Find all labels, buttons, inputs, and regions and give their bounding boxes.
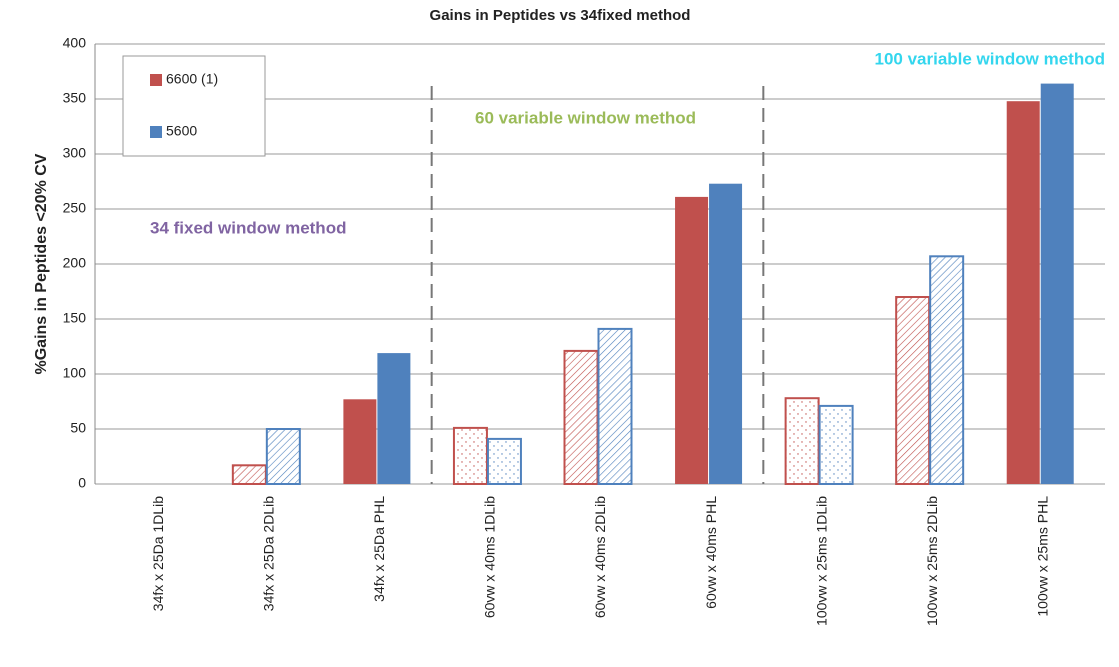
bar [231,464,267,485]
y-tick-label: 150 [63,310,87,326]
y-tick-label: 250 [63,200,87,216]
x-tick-label: 34fx x 25Da 1DLib [150,496,166,611]
bar [265,428,301,485]
bar [597,327,633,485]
bar [929,255,965,485]
y-tick-label: 300 [63,145,87,161]
bar [377,353,411,484]
y-tick-label: 400 [63,35,87,51]
y-tick-label: 0 [78,475,86,491]
x-tick-label: 100vw x 25ms 2DLib [924,496,940,626]
bar [1040,83,1074,484]
legend-swatch [150,126,162,138]
bar [343,399,377,484]
y-tick-label: 200 [63,255,87,271]
annotation: 60 variable window method [475,108,696,127]
legend-label: 6600 (1) [166,71,218,87]
y-tick-label: 100 [63,365,87,381]
bar [784,397,820,486]
annotation: 34 fixed window method [150,218,346,237]
y-axis-label: %Gains in Peptides <20% CV [33,153,50,374]
bar [818,404,854,485]
y-tick-label: 50 [70,420,86,436]
bar [1006,101,1040,484]
x-tick-label: 100vw x 25ms 1DLib [813,496,829,626]
chart-title: Gains in Peptides vs 34fixed method [430,7,691,24]
annotation: 100 variable window method [874,49,1105,68]
x-tick-label: 60vw x 40ms PHL [703,496,719,609]
y-tick-label: 350 [63,90,87,106]
bar [709,183,743,484]
bar [452,426,488,485]
x-tick-label: 60vw x 40ms 1DLib [482,496,498,618]
legend-label: 5600 [166,123,197,139]
bar [895,296,931,485]
x-tick-label: 34fx x 25Da PHL [371,496,387,602]
bar [486,437,522,485]
x-tick-label: 60vw x 40ms 2DLib [592,496,608,618]
x-tick-label: 34fx x 25Da 2DLib [261,496,277,611]
bar [563,349,599,485]
legend-box [122,55,266,157]
legend-swatch [150,74,162,86]
bar [675,196,709,484]
x-tick-label: 100vw x 25ms PHL [1034,496,1050,617]
